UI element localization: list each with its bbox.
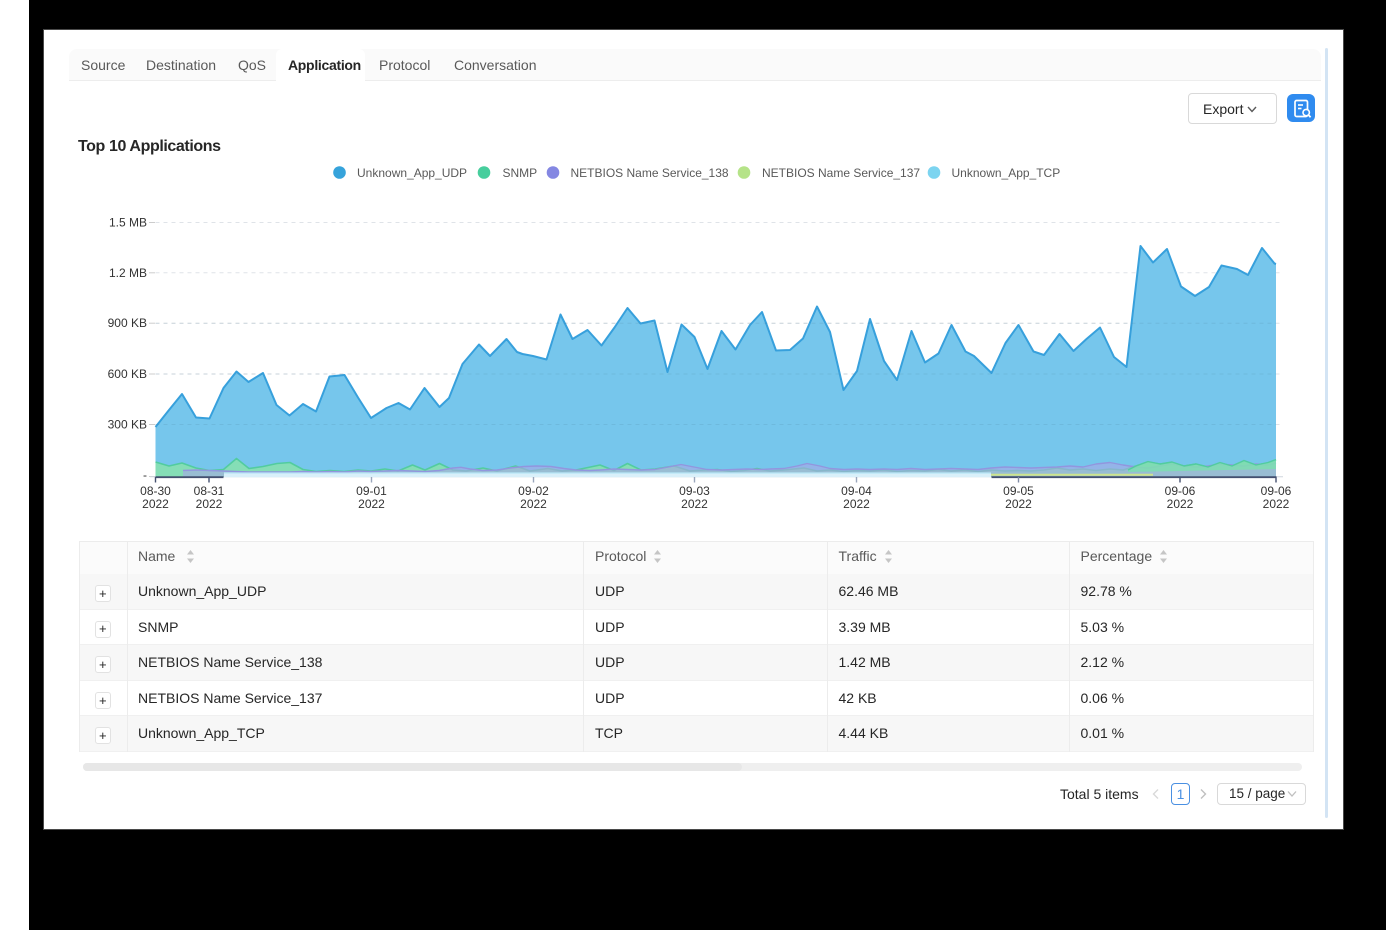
svg-text:09-04: 09-04 — [841, 484, 872, 498]
svg-text:2022: 2022 — [1263, 497, 1290, 511]
svg-text:2022: 2022 — [843, 497, 870, 511]
svg-text:2022: 2022 — [142, 497, 169, 511]
svg-text:Unknown_App_TCP: Unknown_App_TCP — [952, 166, 1061, 180]
svg-text:NETBIOS Name Service_138: NETBIOS Name Service_138 — [571, 166, 729, 180]
svg-text:SNMP: SNMP — [503, 166, 538, 180]
svg-text:09-01: 09-01 — [356, 484, 387, 498]
svg-text:-: - — [143, 468, 147, 482]
svg-text:2022: 2022 — [196, 497, 223, 511]
svg-text:NETBIOS Name Service_137: NETBIOS Name Service_137 — [762, 166, 920, 180]
svg-text:09-05: 09-05 — [1003, 484, 1034, 498]
svg-text:09-03: 09-03 — [679, 484, 710, 498]
svg-text:600 KB: 600 KB — [108, 367, 147, 381]
svg-text:09-06: 09-06 — [1165, 484, 1196, 498]
svg-text:300 KB: 300 KB — [108, 418, 147, 432]
svg-text:2022: 2022 — [520, 497, 547, 511]
svg-text:2022: 2022 — [358, 497, 385, 511]
svg-text:2022: 2022 — [681, 497, 708, 511]
svg-text:1.5 MB: 1.5 MB — [109, 216, 147, 230]
svg-text:08-31: 08-31 — [194, 484, 225, 498]
svg-text:09-02: 09-02 — [518, 484, 549, 498]
svg-text:2022: 2022 — [1167, 497, 1194, 511]
svg-text:900 KB: 900 KB — [108, 316, 147, 330]
svg-text:1.2 MB: 1.2 MB — [109, 266, 147, 280]
svg-text:08-30: 08-30 — [140, 484, 171, 498]
svg-text:Unknown_App_UDP: Unknown_App_UDP — [357, 166, 467, 180]
svg-text:2022: 2022 — [1005, 497, 1032, 511]
svg-text:09-06: 09-06 — [1261, 484, 1292, 498]
